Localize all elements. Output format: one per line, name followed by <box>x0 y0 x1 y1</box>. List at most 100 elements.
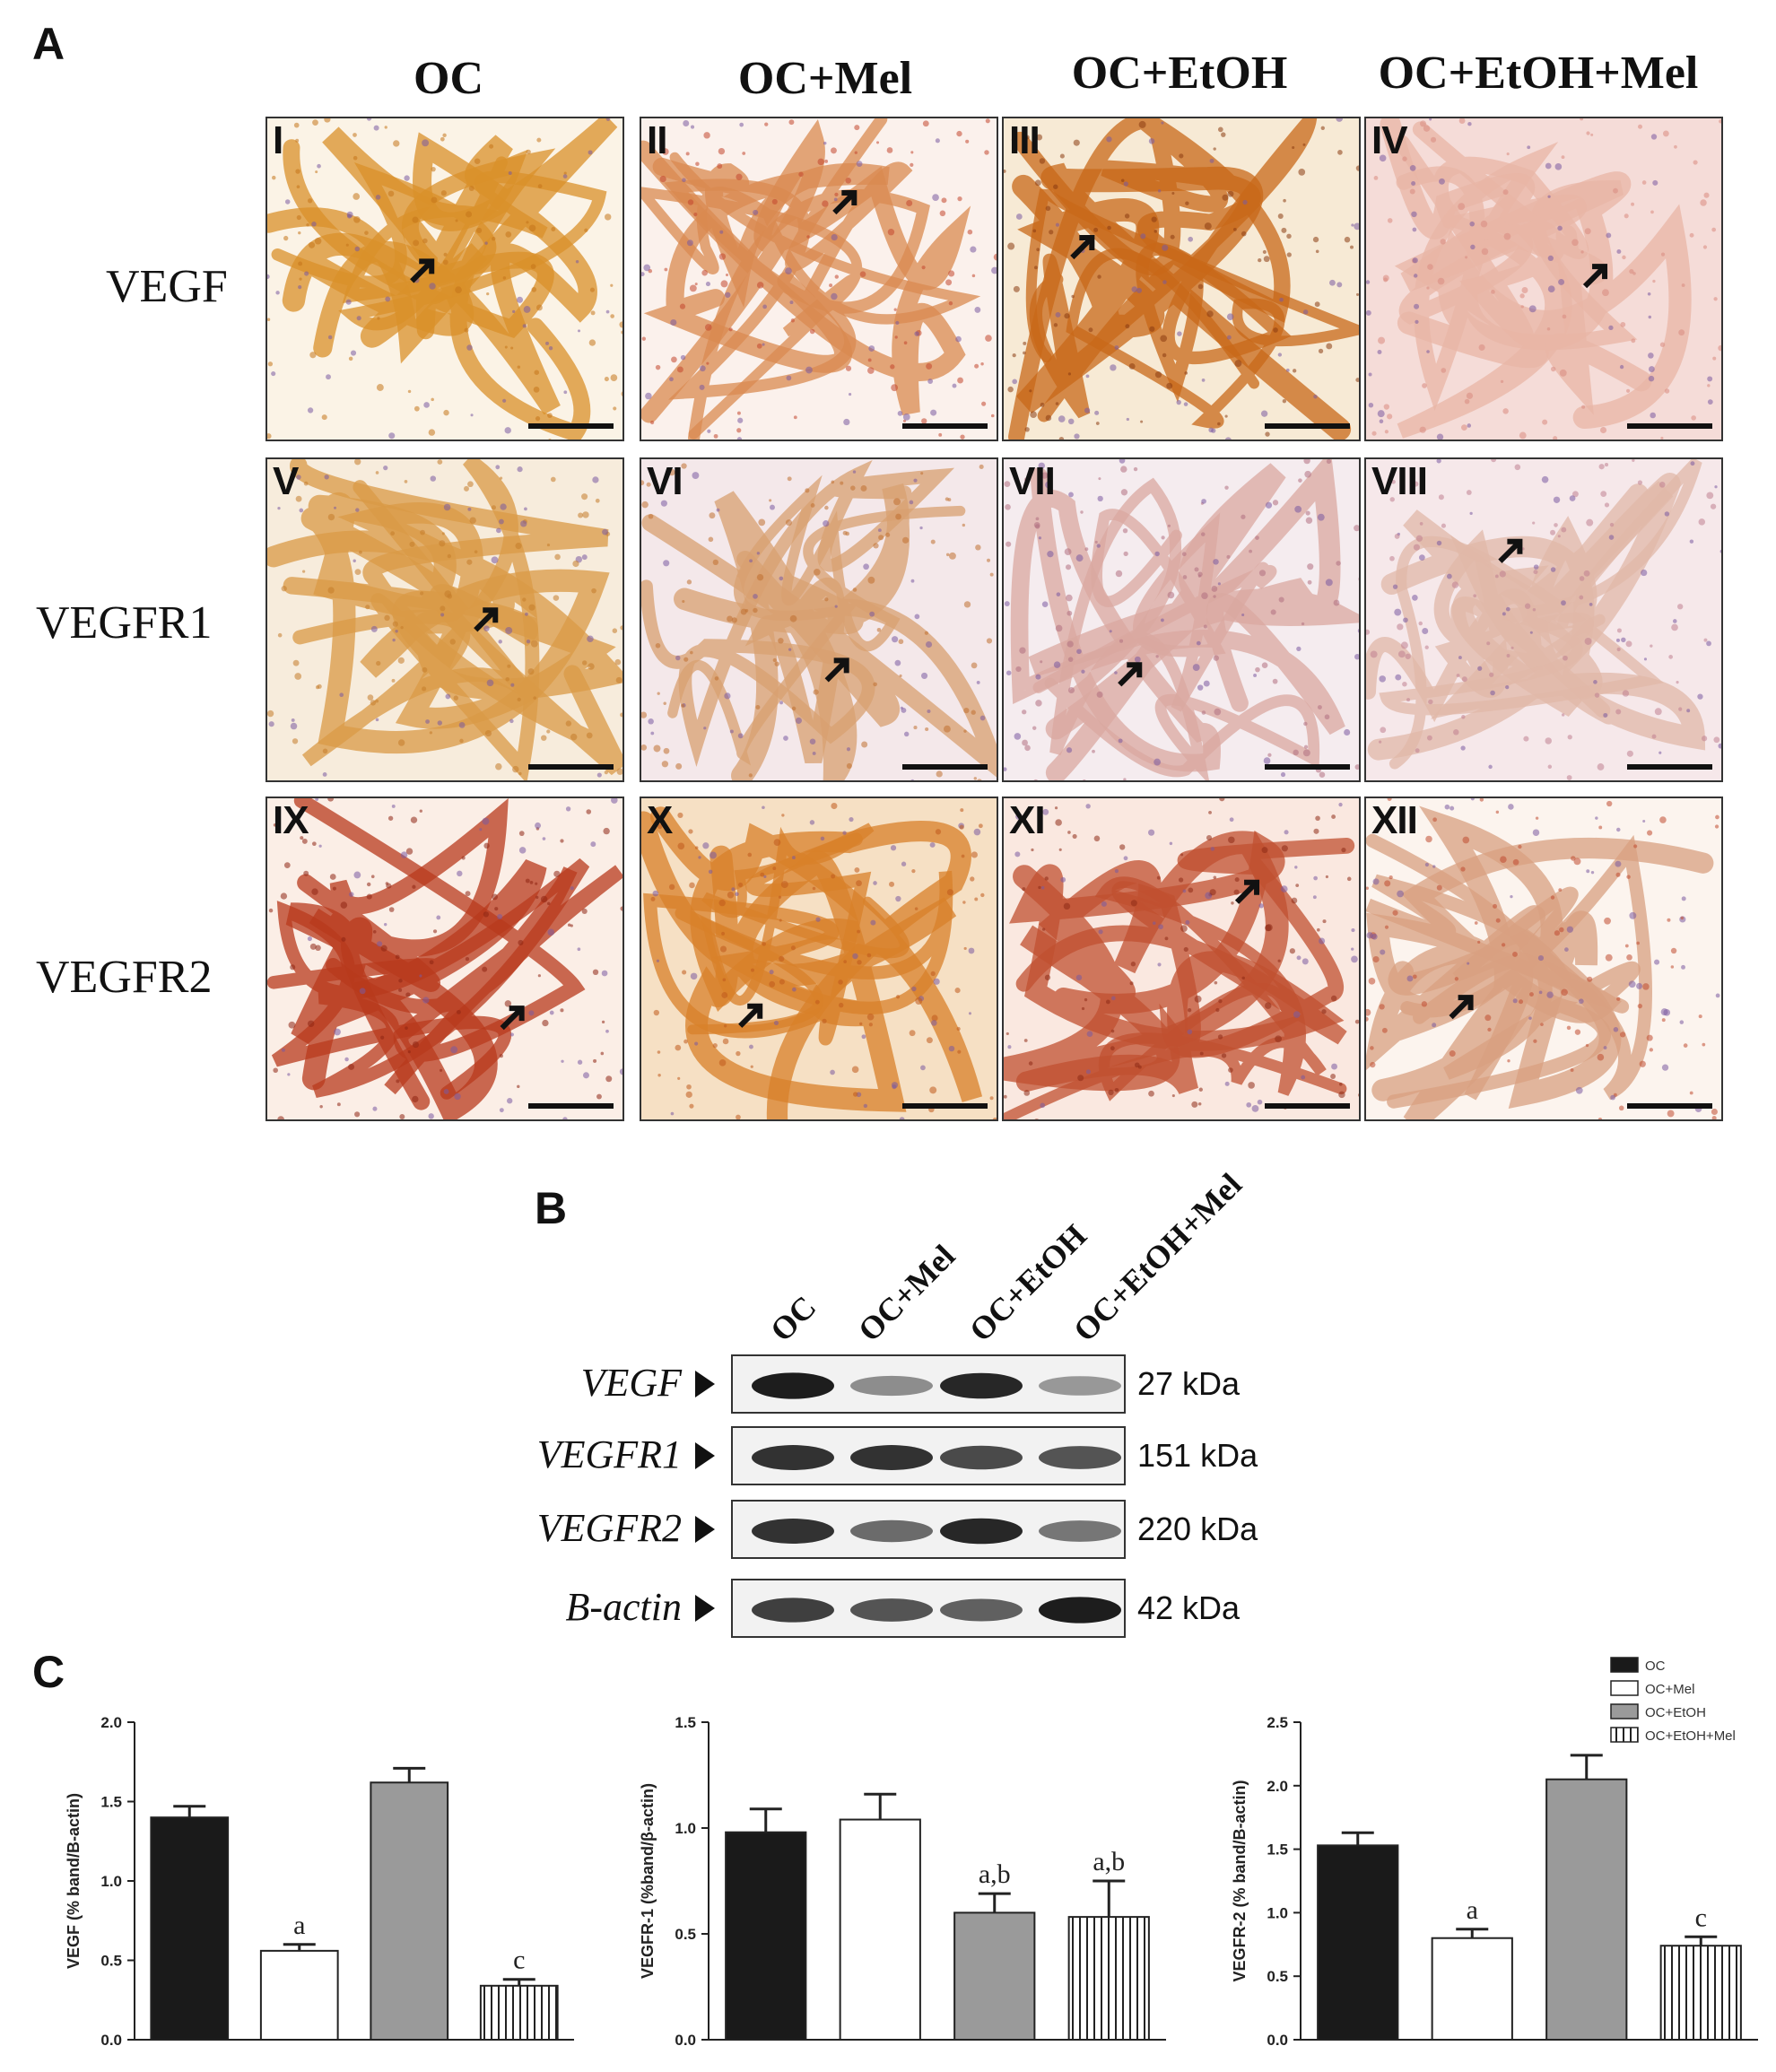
row-label-vegf: VEGF <box>106 261 228 312</box>
epithelium-stain <box>1380 118 1652 415</box>
significance-label: c <box>513 1946 525 1975</box>
legend: OC OC+Mel OC+EtOH OC+EtOH+Mel <box>1606 1652 1776 1760</box>
legend-swatch <box>1610 1657 1639 1673</box>
bar <box>370 1781 449 2041</box>
epithelium-stain <box>1379 459 1702 770</box>
blot-band <box>752 1445 834 1470</box>
significance-label: a <box>1467 1895 1478 1925</box>
tile-roman-label: VIII <box>1371 459 1428 503</box>
arrow-marker-icon <box>1582 264 1608 289</box>
arrow-marker-icon <box>1070 235 1095 260</box>
tile-roman-label: IX <box>273 798 309 842</box>
scale-bar <box>1627 423 1712 429</box>
y-tick-label: 1.0 <box>100 1873 122 1890</box>
significance-label: a <box>293 1911 305 1940</box>
tissue-texture <box>1366 118 1721 440</box>
bar <box>1545 1778 1628 2041</box>
blot-strip <box>731 1354 1126 1414</box>
ihc-tile: V <box>266 457 624 782</box>
epithelium-stain <box>267 118 618 415</box>
legend-swatch <box>1610 1727 1639 1743</box>
blot-band <box>940 1372 1023 1399</box>
scale-bar <box>902 764 988 770</box>
epithelium-stain <box>1032 509 1277 712</box>
scale-bar <box>902 1103 988 1109</box>
tissue-texture <box>641 798 997 1119</box>
tissue-texture <box>267 798 622 1119</box>
row-label-vegfr1: VEGFR1 <box>36 597 213 649</box>
y-axis-label: VEGF (% band/B-actin) <box>65 1793 83 1969</box>
y-tick-label: 0.5 <box>100 1953 122 1970</box>
significance-label: a,b <box>1093 1847 1125 1876</box>
tile-roman-label: VII <box>1009 459 1056 503</box>
tissue-texture <box>641 118 997 440</box>
tile-roman-label: V <box>273 459 299 503</box>
arrowhead-icon <box>695 1516 715 1543</box>
arrow-marker-icon <box>1449 995 1474 1020</box>
tissue-texture <box>1366 459 1721 780</box>
bar <box>1067 1916 1150 2041</box>
error-bar <box>1685 1935 1718 1946</box>
error-bar <box>393 1766 426 1783</box>
tissue-texture <box>1004 798 1359 1119</box>
blot-kda-label: 220 kDa <box>1137 1510 1258 1547</box>
arrow-marker-icon <box>1234 879 1260 904</box>
y-tick-label: 1.5 <box>100 1794 122 1811</box>
y-tick-label: 2.0 <box>100 1714 122 1731</box>
blot-kda-label: 151 kDa <box>1137 1437 1258 1474</box>
epithelium-stain <box>1029 118 1318 422</box>
scale-bar <box>1265 423 1350 429</box>
ihc-tile: III <box>1002 117 1361 441</box>
y-tick-label: 0.0 <box>675 2032 696 2049</box>
blot-band <box>752 1519 834 1544</box>
y-tick-label: 0.5 <box>1267 1968 1288 1985</box>
error-bar <box>1341 1831 1374 1846</box>
error-bar <box>1570 1754 1603 1780</box>
arrow-marker-icon <box>410 258 435 283</box>
epithelium-stain <box>1004 831 1289 1092</box>
scale-bar <box>1627 1103 1712 1109</box>
epithelium-stain <box>641 514 997 778</box>
error-bar <box>1456 1928 1489 1938</box>
ihc-tile: VII <box>1002 457 1361 782</box>
blot-band <box>850 1445 933 1470</box>
tile-roman-label: VI <box>647 459 683 503</box>
y-tick-label: 0.0 <box>100 2032 122 2049</box>
ihc-tile: VIII <box>1364 457 1723 782</box>
column-header-oc-mel: OC+Mel <box>737 53 913 104</box>
arrow-marker-icon <box>1118 662 1143 687</box>
blot-protein-label: VEGF <box>580 1361 682 1405</box>
error-bar <box>173 1805 206 1818</box>
error-bar <box>502 1978 535 1986</box>
panel-b-letter: B <box>535 1183 568 1233</box>
arrowhead-icon <box>695 1595 715 1622</box>
scale-bar <box>528 764 614 770</box>
tissue-texture <box>1004 118 1359 440</box>
y-tick-label: 1.5 <box>1267 1841 1288 1859</box>
arrow-marker-icon <box>500 1006 525 1031</box>
legend-swatch <box>1610 1703 1639 1719</box>
tile-roman-label: X <box>647 798 673 842</box>
tile-roman-label: XII <box>1371 798 1418 842</box>
tile-roman-label: XI <box>1009 798 1046 842</box>
legend-label: OC+Mel <box>1645 1682 1694 1697</box>
lane-label-oc: OC <box>763 1288 823 1349</box>
epithelium-stain <box>667 474 966 766</box>
legend-label: OC <box>1645 1658 1666 1674</box>
significance-label: a,b <box>979 1859 1011 1889</box>
error-bar <box>1093 1879 1126 1918</box>
error-bar <box>978 1892 1011 1913</box>
arrow-marker-icon <box>738 1003 763 1028</box>
row-label-vegfr2: VEGFR2 <box>36 952 213 1003</box>
ihc-tile: II <box>640 117 998 441</box>
ihc-tile: XI <box>1002 797 1361 1121</box>
y-tick-label: 2.5 <box>1267 1714 1288 1731</box>
chart-vegfr1: 0.0 0.5 1.0 1.5 VEGFR-1 (%band/β-actin) a,b a,… <box>610 1686 1184 2063</box>
y-tick-label: 0.5 <box>675 1926 696 1943</box>
y-tick-label: 0.0 <box>1267 2032 1288 2049</box>
blot-strip <box>731 1426 1126 1485</box>
epithelium-stain <box>1028 459 1359 780</box>
blot-kda-label: 27 kDa <box>1137 1365 1241 1402</box>
chart-vegfr2: 0.0 0.5 1.0 1.5 2.0 2.5 VEGFR-2 (% band/B-acti… <box>1202 1686 1776 2063</box>
ihc-tile: IX <box>266 797 624 1121</box>
